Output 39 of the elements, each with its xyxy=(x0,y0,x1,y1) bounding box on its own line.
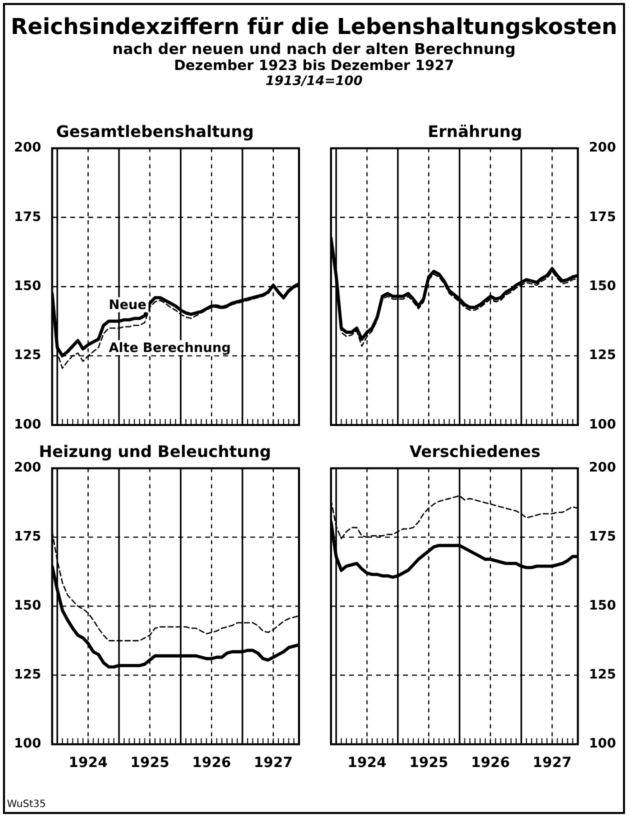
y-tick-label: 150 xyxy=(588,278,616,294)
y-tick-label: 200 xyxy=(588,140,616,156)
x-tick-label: 1924 xyxy=(68,755,108,772)
text: Dezember 1923 bis Dezember 1927 xyxy=(172,58,456,74)
y-tick-label: 100 xyxy=(14,736,42,752)
x-tick-label: 1924 xyxy=(348,755,387,772)
x-tick-label: 1926 xyxy=(470,755,510,772)
x-tick-label: 1925 xyxy=(409,755,448,772)
y-tick-label: 175 xyxy=(14,530,42,545)
text: 1913/14=100 xyxy=(264,74,364,89)
y-tick-label: 125 xyxy=(588,348,616,364)
text: WuSt35 xyxy=(7,799,46,810)
y-tick-label: 175 xyxy=(588,530,616,545)
series-label: Neue xyxy=(108,298,147,314)
y-tick-label: 100 xyxy=(588,417,616,432)
chart-title: Heizung und Beleuchtung xyxy=(38,442,272,461)
y-tick-label: 125 xyxy=(14,668,42,683)
y-tick-label: 200 xyxy=(14,460,42,476)
y-tick-label: 200 xyxy=(14,140,42,156)
x-tick-label: 1925 xyxy=(130,755,170,772)
y-tick-label: 175 xyxy=(14,210,42,225)
chart-title: Verschiedenes xyxy=(409,442,541,461)
chart-title: Gesamtlebenshaltung xyxy=(56,122,254,141)
series-label: Alte Berechnung xyxy=(108,341,231,356)
y-tick-label: 100 xyxy=(588,736,616,752)
x-tick-label: 1927 xyxy=(254,755,293,772)
y-tick-label: 175 xyxy=(588,210,616,225)
text: nach der neuen und nach der alten Berechnung xyxy=(111,40,517,58)
y-tick-label: 200 xyxy=(588,460,616,476)
x-tick-label: 1927 xyxy=(532,755,572,772)
y-tick-label: 125 xyxy=(14,348,42,364)
y-tick-label: 100 xyxy=(14,417,42,432)
text: Reichsindexziffern für die Lebenshaltungskosten xyxy=(10,15,618,40)
y-tick-label: 150 xyxy=(14,278,42,294)
x-tick-label: 1926 xyxy=(192,755,232,772)
y-tick-label: 125 xyxy=(588,668,616,683)
y-tick-label: 150 xyxy=(14,598,42,614)
chart-title: Ernährung xyxy=(428,122,522,141)
y-tick-label: 150 xyxy=(588,598,616,614)
